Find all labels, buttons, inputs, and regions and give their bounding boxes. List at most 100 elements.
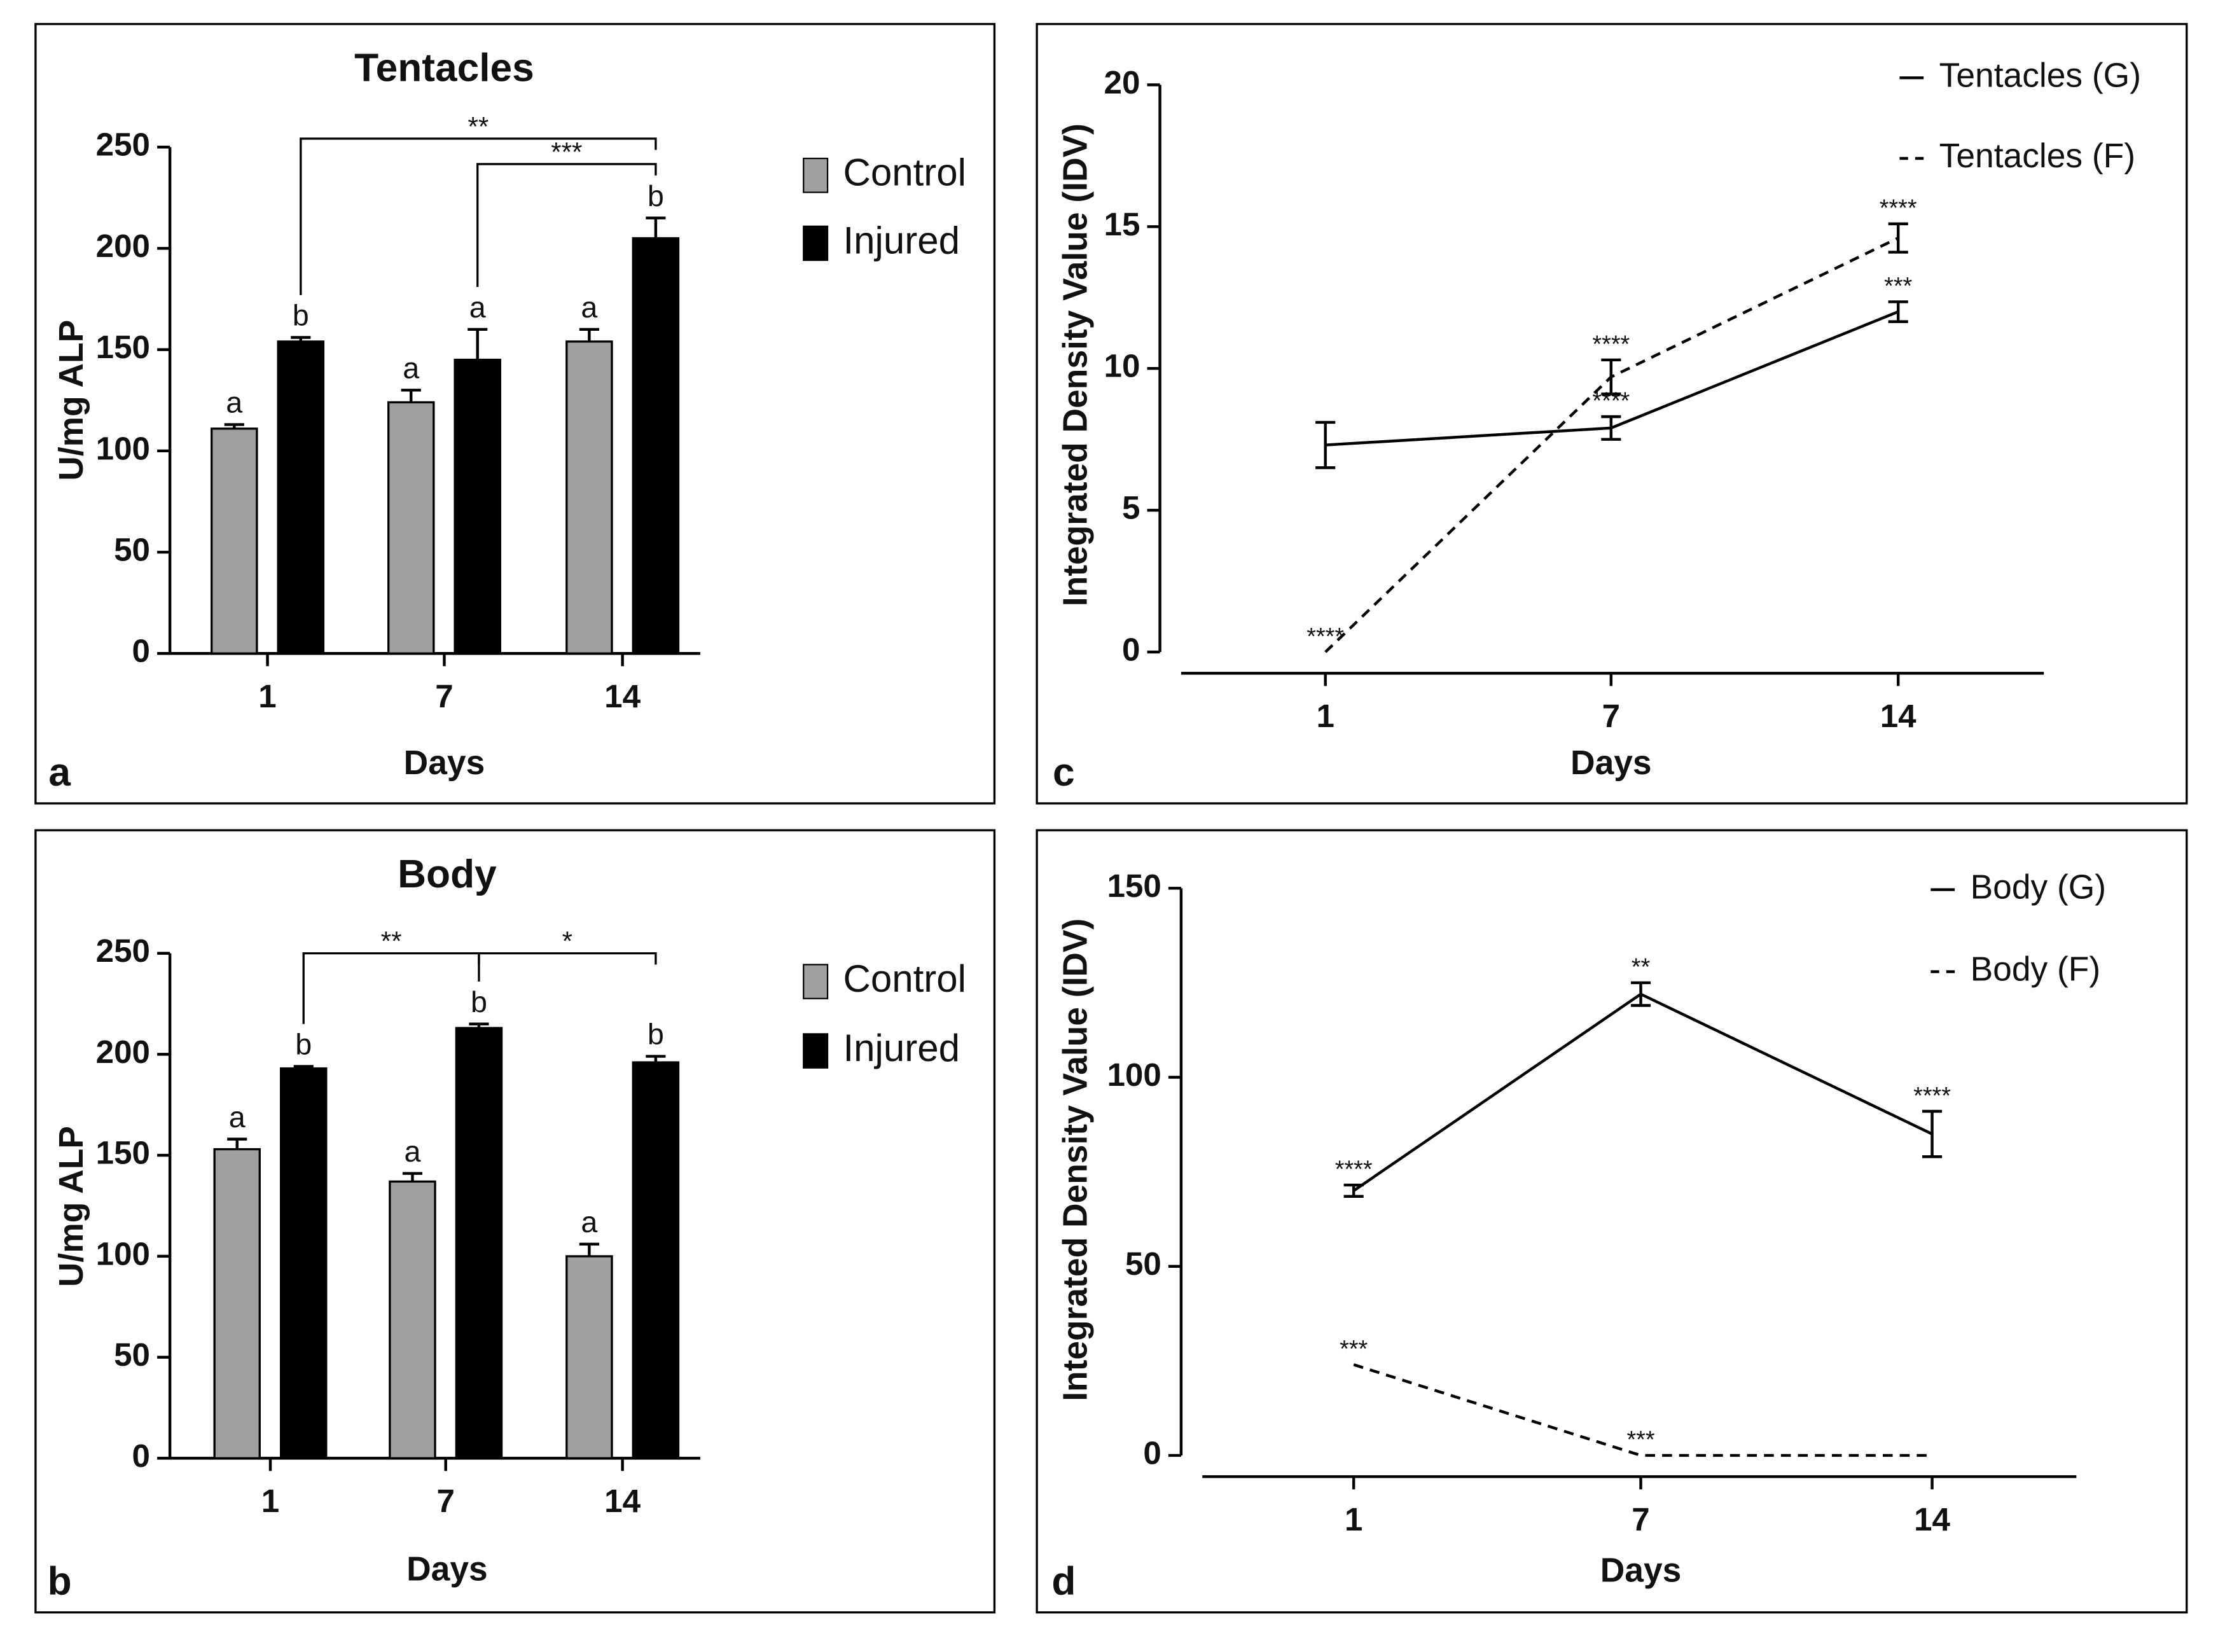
y-tick-label: 50 <box>1125 1246 1161 1282</box>
x-axis-title: Days <box>1570 744 1652 782</box>
y-axis-title: Integrated Density Value (IDV) <box>1057 919 1095 1401</box>
group-letter: b <box>295 1028 312 1061</box>
bar <box>455 1027 503 1460</box>
group-letter: a <box>581 291 597 324</box>
significance-stars: *** <box>1626 1427 1654 1454</box>
legend-label: Body (G) <box>1971 869 2107 906</box>
y-axis-title: U/mg ALP <box>53 320 90 481</box>
bar <box>213 1148 261 1460</box>
bracket-stars: ** <box>381 926 402 956</box>
significance-bracket <box>302 952 480 1024</box>
legend-swatch <box>803 225 829 261</box>
chart-title: Body <box>398 852 497 896</box>
group-letter: b <box>293 299 309 332</box>
significance-bracket <box>300 137 657 295</box>
y-tick-label: 100 <box>1107 1057 1161 1093</box>
group-letter: b <box>471 985 487 1018</box>
bracket-stars: * <box>562 926 572 956</box>
x-axis-title: Days <box>1600 1552 1682 1590</box>
significance-stars: **** <box>1913 1083 1951 1109</box>
x-axis-title: Days <box>406 1550 488 1588</box>
significance-stars: **** <box>1592 331 1630 358</box>
panel-letter: c <box>1053 751 1075 795</box>
bar <box>277 340 325 655</box>
series-line <box>1352 992 1933 1192</box>
legend-label: Tentacles (F) <box>1939 137 2135 175</box>
y-tick-label: 50 <box>114 532 150 568</box>
x-tick-label: 1 <box>1345 1501 1362 1537</box>
group-letter: a <box>229 1100 246 1134</box>
y-tick-label: 0 <box>132 1438 150 1474</box>
bar <box>632 237 680 655</box>
y-tick-label: 150 <box>1107 868 1161 904</box>
legend-label: Control <box>843 957 966 1000</box>
x-tick-label: 14 <box>604 678 641 714</box>
legend-label: Tentacles (G) <box>1939 57 2141 94</box>
x-tick-label: 14 <box>1914 1501 1950 1537</box>
bracket-stars: ** <box>468 111 489 141</box>
panel-letter: a <box>48 751 71 795</box>
bar <box>565 1255 613 1460</box>
group-letter: b <box>648 179 664 212</box>
y-tick-label: 100 <box>96 430 150 466</box>
group-letter: b <box>648 1018 664 1051</box>
legend-swatch <box>803 964 829 999</box>
y-tick-label: 150 <box>96 329 150 365</box>
y-tick-label: 15 <box>1104 206 1140 242</box>
y-tick-label: 150 <box>96 1135 150 1171</box>
y-axis-title: U/mg ALP <box>53 1126 90 1287</box>
y-tick-label: 250 <box>96 933 150 969</box>
significance-bracket <box>478 952 657 982</box>
group-letter: a <box>403 352 419 385</box>
significance-stars: *** <box>1884 273 1912 300</box>
x-tick-label: 7 <box>1632 1501 1649 1537</box>
group-letter: a <box>581 1205 597 1239</box>
significance-bracket <box>476 163 657 288</box>
bar <box>387 401 435 655</box>
x-tick-label: 7 <box>1602 698 1620 734</box>
chart-title: Tentacles <box>354 46 534 90</box>
panel-frame <box>34 23 996 805</box>
bar <box>565 340 613 655</box>
x-axis-title: Days <box>404 744 485 782</box>
bar <box>389 1180 436 1460</box>
x-tick-label: 7 <box>436 1483 454 1519</box>
bar <box>279 1067 328 1460</box>
panel-frame <box>34 829 996 1614</box>
y-tick-label: 0 <box>132 633 150 669</box>
significance-stars: *** <box>1340 1336 1368 1363</box>
panel-letter: d <box>1051 1560 1076 1604</box>
legend-label: Control <box>843 151 966 194</box>
x-tick-label: 14 <box>1880 698 1916 734</box>
x-tick-label: 14 <box>604 1483 641 1519</box>
legend-label: Body (F) <box>1971 951 2101 989</box>
y-tick-label: 50 <box>114 1336 150 1373</box>
bar <box>211 427 258 655</box>
panel-letter: b <box>48 1560 72 1604</box>
y-tick-label: 100 <box>96 1235 150 1272</box>
y-tick-label: 0 <box>1143 1434 1161 1471</box>
y-tick-label: 200 <box>96 1034 150 1070</box>
legend-label: Injured <box>843 1027 960 1069</box>
x-tick-label: 1 <box>1316 698 1334 734</box>
legend-swatch <box>803 157 829 193</box>
bar <box>454 358 501 655</box>
y-axis-title: Integrated Density Value (IDV) <box>1057 123 1095 606</box>
x-tick-label: 1 <box>258 678 276 714</box>
group-letter: a <box>469 291 486 324</box>
legend-label: Injured <box>843 219 960 261</box>
panel-frame <box>1036 829 2188 1614</box>
panel-frame <box>1036 23 2188 805</box>
group-letter: a <box>226 386 242 419</box>
significance-stars: **** <box>1880 195 1917 222</box>
legend-swatch <box>803 1033 829 1069</box>
significance-stars: **** <box>1335 1156 1373 1183</box>
series-line <box>1324 237 1899 653</box>
series-line <box>1353 1363 1932 1457</box>
bar <box>632 1061 680 1460</box>
y-tick-label: 250 <box>96 127 150 163</box>
x-tick-label: 1 <box>261 1483 279 1519</box>
group-letter: a <box>404 1135 420 1168</box>
y-tick-label: 5 <box>1122 490 1140 526</box>
